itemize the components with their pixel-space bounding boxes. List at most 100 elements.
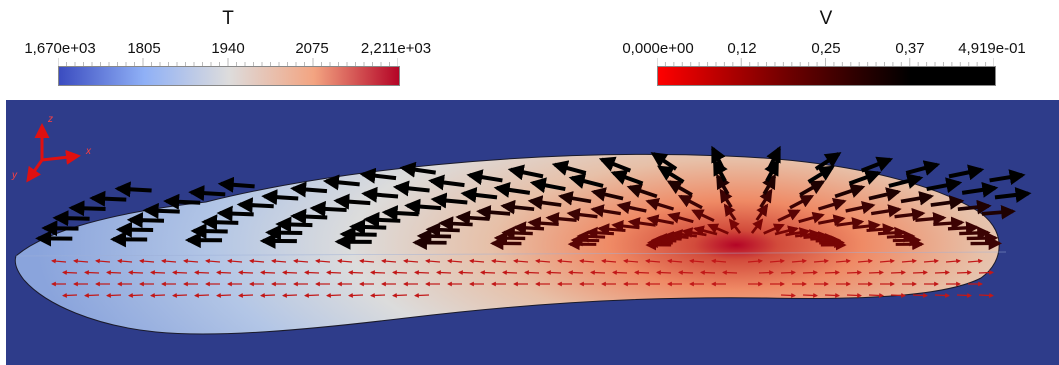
velocity-arrow xyxy=(878,226,907,239)
velocity-arrow xyxy=(172,270,188,275)
velocity-arrow xyxy=(557,258,573,264)
velocity-arrow xyxy=(819,237,845,249)
temperature-tick-label: 1,670e+03 xyxy=(24,40,96,57)
velocity-arrow xyxy=(114,181,152,198)
velocity-arrow xyxy=(934,293,950,298)
velocity-arrow xyxy=(807,165,836,184)
velocity-arrow xyxy=(755,203,769,221)
velocity-arrow xyxy=(51,258,67,264)
velocity-legend-title: V xyxy=(819,8,833,29)
velocity-arrow xyxy=(249,258,265,264)
velocity-arrow xyxy=(712,158,728,183)
velocity-arrow xyxy=(265,224,303,241)
velocity-arrow xyxy=(142,202,180,219)
velocity-arrow xyxy=(846,293,862,298)
velocity-arrow xyxy=(271,258,287,264)
velocity-arrow xyxy=(403,258,419,264)
velocity-arrow xyxy=(585,226,614,239)
velocity-arrow xyxy=(512,221,545,235)
velocity-arrow xyxy=(183,258,199,264)
velocity-arrow xyxy=(527,195,562,210)
velocity-arrow xyxy=(348,270,364,275)
velocity-arrow xyxy=(227,258,243,264)
velocity-arrow xyxy=(68,200,106,217)
velocity-arrow xyxy=(425,258,441,264)
velocity-arrow xyxy=(404,198,442,215)
velocity-arrow xyxy=(824,270,840,275)
velocity-arrow xyxy=(860,156,894,173)
velocity-arrow xyxy=(392,180,430,197)
velocity-arrow xyxy=(848,169,882,186)
velocity-arrow xyxy=(128,270,144,275)
velocity-arrow xyxy=(392,270,408,275)
velocity-arrow xyxy=(546,270,562,275)
velocity-arrow xyxy=(677,194,703,210)
velocity-arrow xyxy=(363,211,401,228)
velocity-arrow xyxy=(879,258,895,264)
temperature-tick-label: 1940 xyxy=(211,40,245,57)
velocity-arrow xyxy=(981,204,1016,220)
velocity-arrow xyxy=(304,293,320,298)
velocity-arrow xyxy=(678,270,694,275)
velocity-arrow xyxy=(601,258,617,264)
velocity-arrow xyxy=(945,258,961,264)
velocity-arrow xyxy=(719,188,733,208)
velocity-arrow xyxy=(568,173,604,189)
velocity-arrow xyxy=(978,293,994,298)
velocity-arrow xyxy=(802,293,818,298)
velocity-arrow xyxy=(590,187,624,202)
velocity-arrow xyxy=(502,270,518,275)
velocity-arrow xyxy=(846,270,862,275)
velocity-arrow xyxy=(139,258,155,264)
velocity-arrow xyxy=(416,228,452,244)
velocity-arrow xyxy=(359,167,397,184)
velocity-arrow xyxy=(460,187,498,203)
temperature-color-bar xyxy=(58,66,400,86)
velocity-arrow xyxy=(845,200,876,215)
velocity-arrow xyxy=(966,231,999,245)
velocity-arrow xyxy=(557,191,592,206)
velocity-arrow xyxy=(447,258,463,264)
velocity-arrow xyxy=(216,293,232,298)
velocity-arrow xyxy=(769,258,785,264)
velocity-arrow xyxy=(612,270,628,275)
velocity-arrow xyxy=(41,220,79,237)
velocity-arrow xyxy=(836,217,865,230)
velocity-arrow xyxy=(469,258,485,264)
velocity-arrow xyxy=(656,165,685,184)
velocity-arrow xyxy=(597,223,626,236)
velocity-arrow xyxy=(711,145,726,170)
velocity-arrow xyxy=(392,293,408,298)
velocity-arrow xyxy=(667,211,694,224)
velocity-arrow xyxy=(780,270,796,275)
velocity-arrow xyxy=(926,177,963,194)
velocity-arrow xyxy=(802,270,818,275)
velocity-arrow xyxy=(290,208,328,225)
velocity-arrow xyxy=(957,199,992,215)
velocity-arrow xyxy=(238,270,254,275)
velocity-arrow xyxy=(466,169,503,186)
velocity-arrow xyxy=(707,223,729,235)
velocity-minor-ticks xyxy=(657,58,994,66)
velocity-arrow xyxy=(758,270,774,275)
velocity-arrow xyxy=(95,258,111,264)
velocity-arrow xyxy=(750,218,764,234)
velocity-arrow xyxy=(551,160,587,176)
velocity-arrow xyxy=(689,258,705,264)
velocity-arrow xyxy=(623,258,639,264)
velocity-arrow xyxy=(370,293,386,298)
velocity-arrow xyxy=(715,173,730,196)
velocity-arrow xyxy=(868,187,902,202)
velocity-arrow xyxy=(399,161,436,178)
velocity-arrow xyxy=(333,193,371,210)
velocity-arrow xyxy=(892,234,922,247)
velocity-arrow xyxy=(764,158,780,183)
velocity-arrow xyxy=(890,293,906,298)
velocity-arrow xyxy=(834,183,866,199)
velocity-arrow xyxy=(626,183,658,199)
velocity-arrow xyxy=(491,258,507,264)
render-viewport[interactable]: z x y xyxy=(6,100,1059,365)
velocity-arrow xyxy=(436,270,452,275)
velocity-arrow xyxy=(890,270,906,275)
velocity-arrow xyxy=(188,185,226,202)
